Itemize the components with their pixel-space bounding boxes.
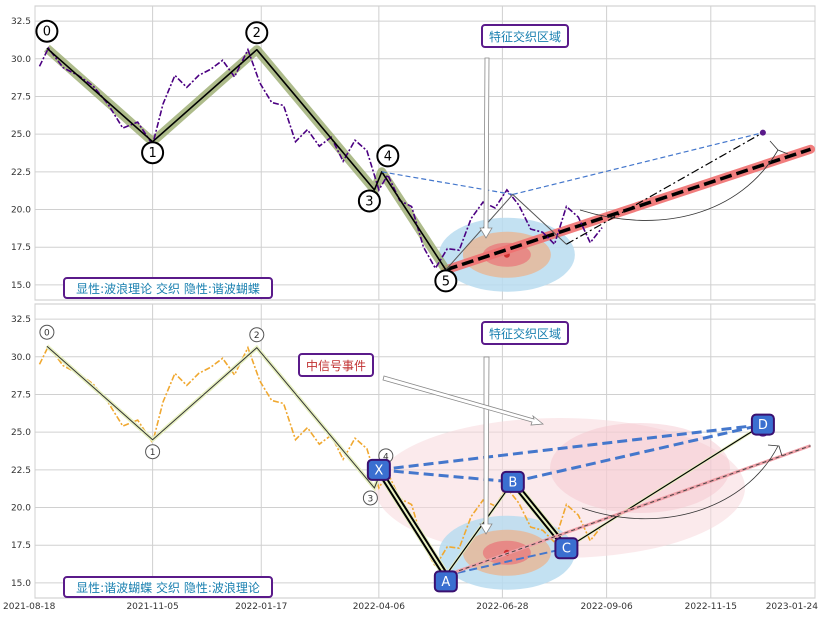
top-wave-marker-label: 2 <box>253 26 261 41</box>
top-wave-marker-1 <box>141 141 165 165</box>
x-tick-label: 2022-01-17 <box>235 602 287 612</box>
bottom-wave-marker-3 <box>362 490 378 506</box>
bottom-y-tick-label: 17.5 <box>11 541 31 551</box>
top-hidden-bd <box>512 132 764 196</box>
bottom-harmonic-marker-X <box>366 458 391 481</box>
bottom-harmonic-ab <box>445 481 514 576</box>
top-wave-marker-label: 0 <box>43 25 51 40</box>
top-wave-marker-label: 4 <box>384 149 392 164</box>
bottom-wave-marker-1 <box>145 444 161 460</box>
top-wave-line <box>46 47 447 271</box>
top-y-tick-label: 30.0 <box>11 55 31 65</box>
top-wave-marker-label: 3 <box>365 194 373 209</box>
bottom-event-label: 中信号事件 <box>306 358 366 373</box>
x-tick-label: 2022-11-15 <box>685 602 737 612</box>
top-hidden-bc <box>512 194 567 245</box>
bottom-harmonic-marker-D <box>750 413 775 436</box>
top-y-tick-label: 27.5 <box>11 92 31 102</box>
top-caption: 显性:波浪理论 交织 隐性:谐波蝴蝶 <box>76 281 260 296</box>
x-tick-label: 2022-04-06 <box>353 602 406 612</box>
top-curve-arrowhead <box>769 140 789 155</box>
bottom-event-pointer-arrow <box>382 375 545 426</box>
top-wave-marker-2 <box>245 21 269 45</box>
bottom-harmonic-xd <box>378 423 764 472</box>
top-curve-arrow <box>579 149 779 221</box>
top-wave-marker-3 <box>357 189 381 213</box>
x-axis: 2021-08-18 2021-11-05 2022-01-17 2022-04-06… <box>3 602 818 612</box>
bottom-panel: 15.0 17.5 20.0 22.5 25.0 27.5 30.0 32.5 0 1 2 3 4X A B… <box>11 303 816 599</box>
top-zone-label: 特征交织区域 <box>489 29 561 44</box>
top-wave-marker-0 <box>35 19 59 43</box>
top-y-tick-label: 17.5 <box>11 243 31 253</box>
top-zone-pointer-arrow <box>479 57 493 239</box>
bottom-harmonic-marker-label: B <box>508 475 517 490</box>
bottom-wave-marker-0 <box>39 324 55 340</box>
bottom-wave-marker-label: 1 <box>150 448 156 458</box>
bottom-trend-line <box>445 445 811 576</box>
bottom-zone-label-box: 特征交织区域 <box>481 321 569 345</box>
bottom-harmonic-marker-A <box>433 570 458 593</box>
bottom-y-tick-label: 22.5 <box>11 466 31 476</box>
x-tick-label: 2021-11-05 <box>126 602 178 612</box>
x-tick-label: 2021-08-18 <box>3 602 56 612</box>
top-y-tick-label: 20.0 <box>11 206 31 216</box>
bottom-harmonic-cd <box>566 424 764 549</box>
top-zone-label-box: 特征交织区域 <box>481 24 569 48</box>
top-y-tick-label: 25.0 <box>11 130 31 140</box>
top-y-tick-label: 15.0 <box>11 281 31 291</box>
bottom-harmonic-marker-label: C <box>562 542 571 557</box>
bottom-curve-arrow <box>581 445 779 520</box>
top-wave-marker-label: 1 <box>148 146 156 161</box>
bottom-y-tick-label: 32.5 <box>11 315 31 325</box>
bottom-harmonic-marker-B <box>500 470 525 493</box>
bottom-harmonic-core-XA <box>378 469 447 576</box>
bottom-wave-marker-label: 4 <box>383 452 389 462</box>
top-panel: 15.0 17.5 20.0 22.5 25.0 27.5 30.0 32.5 0 1 2 3 4 5 <box>11 5 816 301</box>
bottom-curve-arrowhead <box>767 444 783 457</box>
bottom-y-tick-label: 15.0 <box>11 579 31 589</box>
bottom-harmonic-ac <box>445 547 567 577</box>
top-wave-marker-5 <box>434 269 458 293</box>
bottom-harmonic-marker-label: A <box>441 575 450 590</box>
bottom-event-label-box: 中信号事件 <box>298 353 374 377</box>
x-tick-label: 2022-06-28 <box>476 602 529 612</box>
top-caption-box: 显性:波浪理论 交织 隐性:谐波蝴蝶 <box>63 277 273 299</box>
top-hidden-ab <box>445 194 514 271</box>
bottom-caption: 显性:谐波蝴蝶 交织 隐性:波浪理论 <box>76 580 260 595</box>
bottom-wave-marker-2 <box>249 327 265 343</box>
bottom-wave-marker-label: 3 <box>368 494 374 504</box>
bottom-harmonic-marker-label: X <box>374 463 383 478</box>
bottom-wave-line <box>46 345 383 489</box>
x-tick-label: 2023-01-24 <box>766 602 819 612</box>
bottom-wave-marker-label: 0 <box>44 329 50 339</box>
bottom-y-tick-label: 20.0 <box>11 504 31 514</box>
top-y-tick-label: 32.5 <box>11 17 31 27</box>
bottom-y-tick-label: 25.0 <box>11 428 31 438</box>
top-hidden-cd <box>566 132 764 245</box>
bottom-harmonic-marker-C <box>554 537 579 560</box>
top-hidden-d-point <box>759 129 766 136</box>
bottom-harmonic-bd <box>512 423 764 484</box>
top-y-tick-label: 22.5 <box>11 168 31 178</box>
top-wave-marker-4 <box>376 144 400 168</box>
top-wave-marker-label: 5 <box>442 274 450 289</box>
bottom-y-tick-label: 27.5 <box>11 390 31 400</box>
bottom-harmonic-marker-label: D <box>758 418 768 433</box>
bottom-caption-box: 显性:谐波蝴蝶 交织 隐性:波浪理论 <box>63 576 273 598</box>
bottom-y-tick-label: 30.0 <box>11 353 31 363</box>
top-hidden-xb <box>381 171 513 196</box>
bottom-harmonic-xb <box>378 468 513 484</box>
x-tick-label: 2022-09-06 <box>580 602 633 612</box>
bottom-wave-marker-label: 2 <box>254 331 260 341</box>
bottom-zone-pointer-arrow <box>479 356 493 535</box>
bottom-zone-label: 特征交织区域 <box>489 326 561 341</box>
